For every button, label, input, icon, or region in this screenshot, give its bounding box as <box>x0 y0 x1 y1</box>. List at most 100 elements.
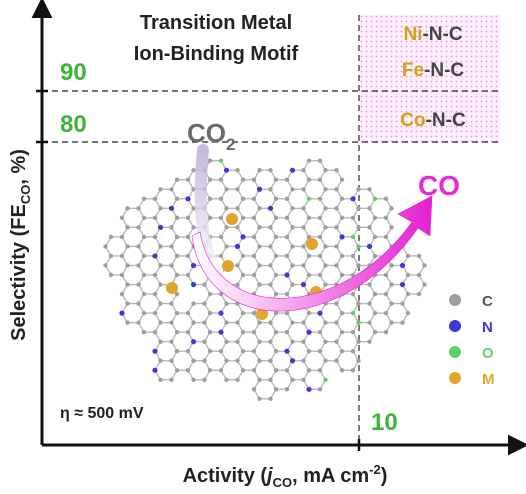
carbon-atom <box>191 206 196 211</box>
carbon-atom <box>356 263 361 268</box>
carbon-atom <box>268 339 273 344</box>
carbon-atom <box>257 225 262 230</box>
carbon-atom <box>273 291 279 297</box>
carbon-atom <box>125 244 130 249</box>
carbon-atom <box>185 272 191 278</box>
carbon-atom <box>174 234 180 240</box>
oxygen-atom <box>218 158 224 163</box>
carbon-atom <box>207 310 213 316</box>
catalyst-structure <box>103 158 427 402</box>
oxygen-atom <box>323 377 328 382</box>
carbon-atom <box>202 377 207 382</box>
carbon-atom <box>141 310 147 316</box>
carbon-atom <box>119 234 125 240</box>
carbon-atom <box>284 368 290 373</box>
carbon-atom <box>235 168 240 173</box>
carbon-atom <box>268 225 273 230</box>
carbon-atom <box>185 368 191 373</box>
carbon-atom <box>235 320 240 325</box>
carbon-atom <box>251 253 257 259</box>
carbon-atom <box>372 253 378 259</box>
carbon-atom <box>158 263 163 268</box>
carbon-atom <box>306 310 312 316</box>
carbon-atom <box>207 158 213 163</box>
carbon-atom <box>339 272 345 278</box>
carbon-atom <box>158 358 163 363</box>
nitrogen-atom <box>267 205 274 211</box>
carbon-atom <box>350 215 356 221</box>
nitrogen-atom <box>152 253 158 259</box>
carbon-atom <box>240 368 246 373</box>
carbon-atom <box>235 225 240 230</box>
legend-dot-n <box>449 320 461 332</box>
carbon-atom <box>284 234 290 240</box>
carbon-atom <box>141 291 147 297</box>
carbon-atom <box>339 215 345 221</box>
nitrogen-atom <box>218 329 224 335</box>
carbon-atom <box>284 196 290 201</box>
carbon-atom <box>400 301 405 306</box>
carbon-atom <box>174 291 180 297</box>
carbon-atom <box>301 320 306 325</box>
catalyst-fe: Fe-N-C <box>402 60 465 81</box>
carbon-atom <box>257 282 262 287</box>
carbon-atom <box>284 177 290 182</box>
carbon-atom <box>306 177 312 182</box>
carbon-atom <box>273 196 279 201</box>
carbon-atom <box>372 329 378 335</box>
carbon-atom <box>383 310 389 316</box>
carbon-atom <box>152 329 158 335</box>
nitrogen-atom <box>190 339 197 345</box>
carbon-atom <box>158 377 163 382</box>
carbon-atom <box>422 282 427 287</box>
carbon-atom <box>257 358 262 363</box>
carbon-atom <box>290 187 295 192</box>
carbon-atom <box>202 320 207 325</box>
nitrogen-atom <box>190 262 197 269</box>
carbon-atom <box>235 339 240 344</box>
carbon-atom <box>317 196 323 201</box>
carbon-atom <box>323 206 328 211</box>
carbon-atom <box>240 272 246 278</box>
carbon-atom <box>350 349 356 354</box>
oxygen-atom <box>350 234 356 240</box>
carbon-atom <box>422 263 427 268</box>
carbon-atom <box>367 187 372 192</box>
nitrogen-atom <box>223 167 230 173</box>
carbon-atom <box>290 377 295 382</box>
carbon-atom <box>251 349 257 354</box>
carbon-atom <box>323 187 328 192</box>
carbon-atom <box>119 253 125 259</box>
carbon-atom <box>268 282 273 287</box>
carbon-atom <box>356 339 361 344</box>
carbon-atom <box>306 158 312 163</box>
carbon-atom <box>323 244 328 249</box>
carbon-atom <box>273 329 279 335</box>
carbon-atom <box>367 225 372 230</box>
carbon-atom <box>356 225 361 230</box>
overpotential-label: η ≈ 500 mV <box>60 405 144 422</box>
carbon-atom <box>191 377 196 382</box>
carbon-atom <box>224 244 229 249</box>
carbon-atom <box>317 272 323 278</box>
carbon-atom <box>339 253 345 259</box>
carbon-atom <box>257 396 262 402</box>
carbon-atom <box>372 234 378 240</box>
carbon-atom <box>334 339 339 344</box>
carbon-atom <box>251 196 257 201</box>
carbon-atom <box>323 225 328 230</box>
oxygen-atom <box>356 320 361 325</box>
carbon-atom <box>141 272 147 278</box>
carbon-atom <box>317 158 323 163</box>
carbon-atom <box>251 272 257 278</box>
carbon-atom <box>257 168 262 173</box>
title-line1: Transition Metal <box>140 12 292 34</box>
carbon-atom <box>169 320 174 325</box>
carbon-atom <box>185 310 191 316</box>
carbon-atom <box>218 234 224 240</box>
carbon-atom <box>185 177 191 182</box>
carbon-atom <box>290 320 295 325</box>
carbon-atom <box>257 320 262 325</box>
carbon-atom <box>224 206 229 211</box>
carbon-atom <box>317 349 323 354</box>
